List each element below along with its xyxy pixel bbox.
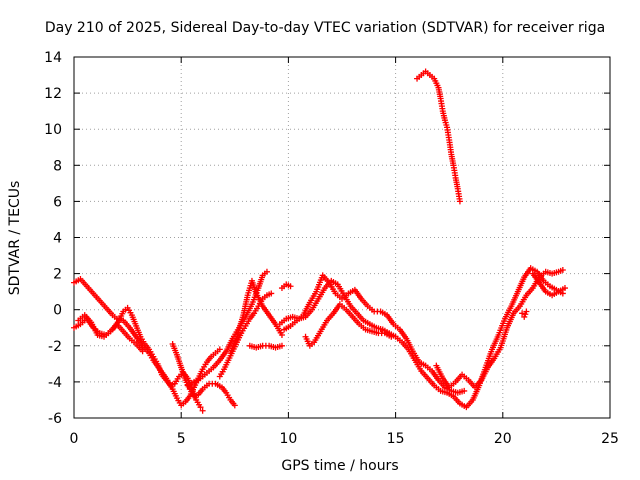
data-point [519, 310, 526, 317]
x-tick-label: 0 [70, 431, 79, 447]
chart-title: Day 210 of 2025, Sidereal Day-to-day VTE… [45, 20, 605, 36]
data-point [461, 387, 468, 394]
x-axis-label: GPS time / hours [281, 458, 398, 474]
data-point [559, 266, 566, 273]
data-points [71, 68, 568, 414]
x-tick-label: 15 [387, 431, 405, 447]
data-point [521, 313, 528, 320]
data-point [278, 342, 285, 349]
data-point [231, 402, 238, 409]
data-point [388, 333, 395, 340]
data-point [561, 285, 568, 292]
y-tick-label: -4 [48, 375, 62, 391]
x-tick-label: 20 [494, 431, 512, 447]
y-tick-label: 2 [53, 267, 62, 283]
y-tick-label: 6 [53, 194, 62, 210]
data-point [523, 308, 530, 315]
data-point [456, 198, 463, 205]
axis-ticks: -6 -4 -2 0 2 4 6 8 10 12 14 0 5 10 15 20 25 [44, 50, 619, 447]
data-point [139, 348, 146, 355]
y-axis-label: SDTVAR / TECUs [7, 181, 23, 296]
y-tick-label: 14 [44, 50, 62, 66]
y-tick-label: -2 [48, 339, 62, 355]
data-point [263, 268, 270, 275]
x-tick-label: 5 [177, 431, 186, 447]
y-tick-label: 12 [44, 86, 62, 102]
y-tick-label: -6 [48, 411, 62, 427]
grid-lines [74, 57, 610, 418]
data-point [197, 404, 204, 411]
data-point [216, 346, 223, 353]
y-tick-label: 8 [53, 158, 62, 174]
y-tick-label: 0 [53, 303, 62, 319]
x-tick-label: 10 [279, 431, 297, 447]
data-point [278, 331, 285, 338]
data-point [268, 290, 275, 297]
y-tick-label: 10 [44, 122, 62, 138]
data-point [199, 407, 206, 414]
y-tick-label: 4 [53, 231, 62, 247]
x-tick-label: 25 [601, 431, 619, 447]
data-point [287, 283, 294, 290]
data-point [522, 311, 529, 318]
